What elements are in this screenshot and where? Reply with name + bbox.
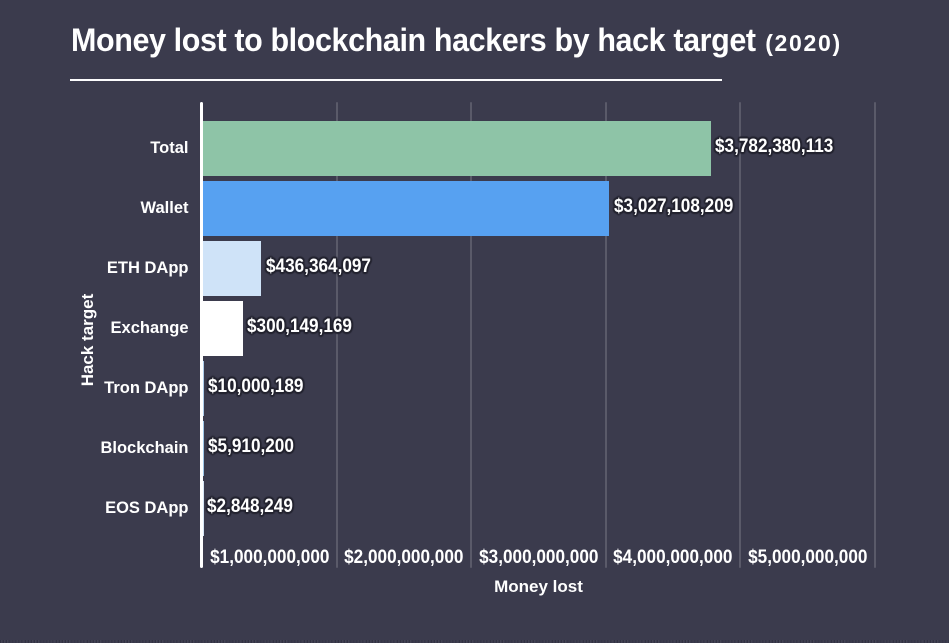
value-label-text: $10,000,189 [208,374,304,397]
bar [202,120,711,176]
bar [202,240,262,296]
x-gridline [739,102,742,568]
x-tick-label: $2,000,000,000 [324,546,484,568]
x-tick-label-text: $2,000,000,000 [344,546,464,568]
x-gridline [335,102,338,568]
value-label-text: $5,910,200 [207,434,294,457]
value-label-text: $3,027,108,209 [613,194,734,217]
category-label: ETH DApp [106,258,189,277]
category-label: Exchange [110,318,189,337]
value-label: $3,027,108,209 [614,179,750,234]
x-tick-label-text: $5,000,000,000 [747,546,867,568]
value-label-text: $3,782,380,113 [715,134,834,157]
x-tick-label: $4,000,000,000 [593,546,753,568]
value-label: $3,782,380,113 [715,119,849,174]
value-label: $300,149,169 [247,299,366,354]
category-label: Tron DApp [104,378,189,397]
x-tick-label-text: $4,000,000,000 [613,546,733,568]
value-label-text: $2,848,249 [207,494,294,517]
x-tick-label: $1,000,000,000 [190,546,350,568]
x-tick-label-text: $3,000,000,000 [478,546,599,568]
bar [202,300,243,356]
chart-title: Money lost to blockchain hackers by hack… [71,21,842,62]
chart-title-main: Money lost to blockchain hackers by hack… [71,22,756,58]
x-gridline [470,102,473,568]
value-label: $5,910,200 [208,419,306,474]
value-label: $10,000,189 [208,359,316,414]
x-gridline [873,102,876,568]
category-label: EOS DApp [105,498,189,517]
value-label-text: $436,364,097 [265,254,371,277]
x-gridline [604,102,607,568]
value-label-text: $300,149,169 [247,314,353,337]
bar [202,420,204,476]
bar [202,360,204,416]
category-label: Total [150,138,189,157]
chart-title-year: (2020) [765,30,842,56]
value-label: $436,364,097 [266,239,385,294]
bar [202,180,610,236]
bottom-edge-ticks [0,640,949,643]
x-axis-title: Money lost [494,577,583,596]
category-label: Blockchain [100,438,189,457]
x-tick-label: $5,000,000,000 [727,546,887,568]
value-label: $2,848,249 [207,479,305,534]
title-underline [70,78,722,81]
x-tick-label: $3,000,000,000 [459,546,619,568]
category-label: Wallet [140,198,189,217]
x-tick-label-text: $1,000,000,000 [210,546,330,568]
y-axis-line [199,102,203,568]
y-axis-title-text: Hack target [78,293,97,387]
